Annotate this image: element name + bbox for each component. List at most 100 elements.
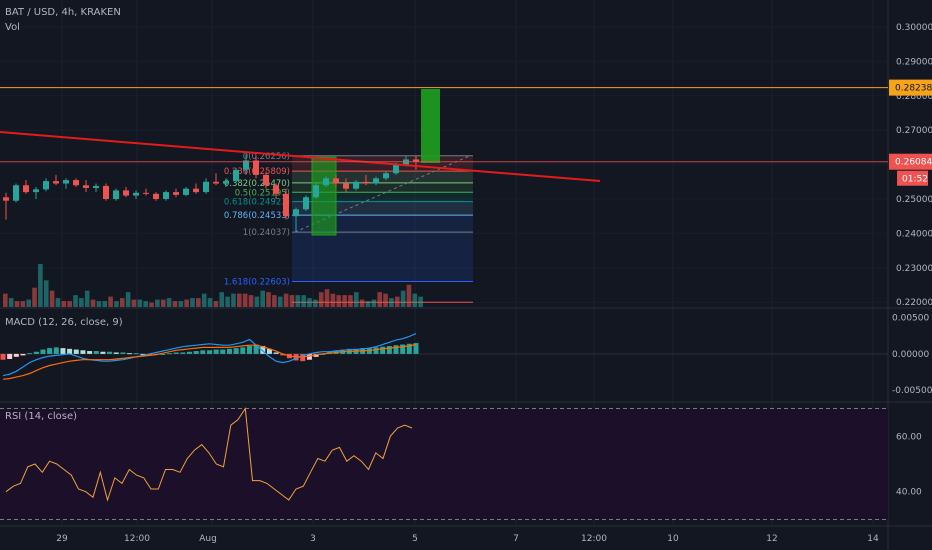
macd-pane	[0, 333, 888, 380]
volume-bar	[178, 301, 184, 307]
macd-histogram-bar	[240, 347, 246, 354]
target-position-box	[421, 89, 440, 163]
macd-histogram-bar	[33, 351, 39, 354]
time-tick-label: 5	[412, 534, 418, 544]
rsi-tick-label: 60.00	[896, 432, 922, 442]
volume-bar	[272, 295, 277, 307]
macd-histogram-bar	[200, 350, 206, 354]
volume-bar	[283, 293, 289, 307]
volume-bar	[137, 299, 143, 307]
volume-bar	[73, 295, 78, 307]
macd-tick-label: -0.00500	[892, 386, 932, 396]
candle-body	[333, 178, 339, 184]
volume-bar	[114, 301, 119, 307]
candle-body	[263, 174, 269, 186]
macd-line	[2, 333, 417, 377]
rsi-label[interactable]: RSI (14, close)	[5, 411, 78, 422]
volume-bar	[155, 299, 160, 307]
symbol-title[interactable]: BAT / USD, 4h, KRAKEN	[5, 7, 121, 18]
candle-body	[153, 193, 159, 199]
candle-body	[253, 160, 259, 175]
time-tick-label: 12:00	[581, 534, 607, 544]
macd-histogram-bar	[366, 348, 372, 354]
candle-body	[293, 209, 299, 217]
volume-bar	[383, 293, 388, 307]
candle-body	[213, 181, 219, 184]
time-tick-label: 14	[867, 534, 879, 544]
volume-bar	[184, 299, 189, 307]
volume-bar	[277, 296, 283, 307]
countdown-badge	[897, 170, 928, 186]
volume-bar	[38, 264, 43, 307]
macd-histogram-bar	[180, 352, 186, 354]
volume-bar	[143, 301, 148, 307]
volume-bar	[354, 292, 359, 307]
volume-bar	[125, 292, 131, 307]
volume-bar	[8, 298, 14, 307]
volume-bar	[196, 298, 201, 307]
volume-bar	[231, 293, 236, 307]
volume-bar	[359, 299, 365, 307]
macd-label[interactable]: MACD (12, 26, close, 9)	[5, 317, 123, 328]
fib-level-label: 1(0.24037)	[243, 228, 290, 238]
time-tick-label: 12	[766, 534, 777, 544]
candle-body	[223, 181, 229, 184]
candle-body	[83, 185, 89, 188]
candle-body	[393, 164, 399, 174]
macd-histogram-bar	[193, 351, 199, 354]
candle-body	[123, 190, 129, 196]
candle-body	[43, 181, 49, 190]
volume-bar	[96, 301, 102, 307]
price-tick-label: 0.27000	[896, 126, 932, 136]
volume-bar	[102, 301, 108, 307]
volume-bar	[84, 290, 90, 307]
volume-bar	[307, 298, 312, 307]
macd-histogram-bar	[53, 347, 59, 354]
candle-body	[143, 192, 149, 194]
macd-histogram-bar	[13, 353, 19, 357]
candle-body	[313, 185, 319, 198]
volume-bar	[61, 301, 67, 307]
axes: 0.300000.290000.280000.270000.260000.250…	[56, 23, 932, 544]
volume-bar	[365, 301, 371, 307]
candle-body	[63, 180, 69, 184]
volume-bar	[43, 280, 49, 307]
candle-body	[33, 189, 39, 193]
candle-body	[283, 193, 289, 217]
volume-bar	[225, 296, 230, 307]
fib-zone	[292, 201, 473, 216]
drawing-lines[interactable]	[0, 87, 888, 182]
fib-zone	[292, 182, 473, 193]
volume-bar	[3, 293, 8, 307]
price-tick-label: 0.22000	[896, 298, 932, 308]
price-tick-label: 0.30000	[896, 23, 932, 33]
volume-bar	[242, 293, 248, 307]
macd-histogram-bar	[233, 348, 239, 354]
macd-histogram-bar	[273, 352, 279, 354]
price-tick-label: 0.24000	[896, 229, 932, 239]
macd-histogram-bar	[107, 351, 113, 354]
fib-level-label: 0(0.26256)	[243, 152, 290, 162]
time-tick-label: 3	[310, 534, 316, 544]
volume-bar	[389, 298, 394, 307]
candle-body	[173, 192, 179, 195]
volume-bar	[149, 302, 154, 307]
candle-body	[133, 192, 139, 196]
volume-bar	[336, 295, 342, 307]
candle-body	[13, 185, 19, 201]
volume-bar	[313, 299, 318, 307]
volume-bar	[14, 301, 20, 307]
volume-bar	[412, 293, 418, 307]
volume-bar	[160, 299, 166, 307]
volume-bar	[254, 296, 260, 307]
price-tick-label: 0.25000	[896, 195, 932, 205]
price-tick-label: 0.28000	[896, 92, 932, 102]
time-tick-label: 7	[513, 534, 519, 544]
candle-body	[53, 181, 59, 184]
volume-bar	[377, 292, 382, 307]
volume-bar	[108, 296, 113, 307]
volume-bar	[295, 295, 301, 307]
candle-body	[3, 197, 9, 201]
candle-body	[93, 185, 99, 188]
